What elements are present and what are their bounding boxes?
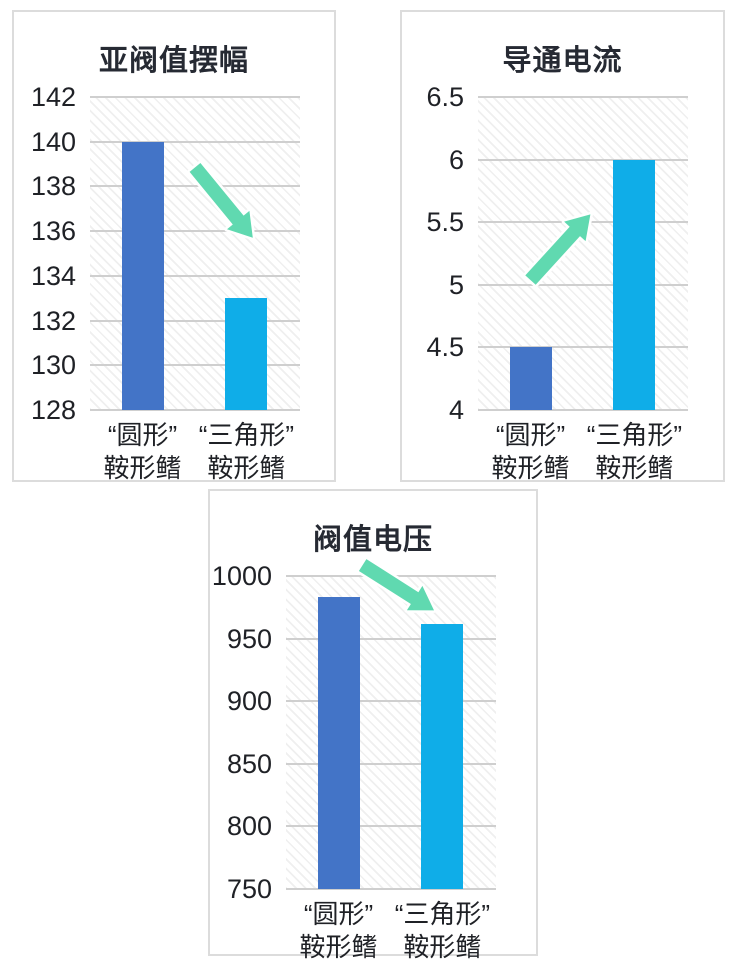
plot-area [478,96,688,411]
gridline [478,158,688,161]
x-category-line: 鞍形鳍 [491,453,570,483]
y-tick-label: 132 [30,305,76,336]
gridline [286,888,496,890]
gridline [478,221,688,224]
y-tick-label: 4 [448,395,464,425]
x-category-line: “三角形” [394,899,491,929]
gridline [478,283,688,286]
plot-area [286,575,496,890]
x-category-line: 鞍形鳍 [299,932,378,962]
chart-title: 导通电流 [502,45,623,77]
round-saddle-fin-bar [317,597,360,889]
y-tick-label: 6 [448,144,464,175]
y-tick-label: 5 [448,269,464,300]
triangle-saddle-fin-bar [225,298,268,410]
gridline [90,364,300,367]
round-saddle-fin-bar [509,347,552,410]
y-tick-label: 6.5 [426,82,464,112]
y-tick-label: 138 [30,171,76,202]
gridline [478,409,688,411]
x-category-line: “三角形” [586,420,683,450]
threshold-voltage-chart: 阀值电压 1000 950 900 850 800 750 “圆形” 鞍形鳍 “三角形” 鞍形鳍 [208,489,538,962]
gridline [90,140,300,143]
gridline [286,700,496,703]
y-tick-label: 128 [30,395,76,425]
gridline [90,274,300,277]
y-tick-label: 4.5 [426,332,464,363]
triangle-saddle-fin-bar [613,159,656,410]
y-tick-label: 850 [226,748,272,779]
x-category-line: “圆形” [495,420,566,450]
chart-title: 亚阀值摆幅 [98,45,249,77]
x-category-label: “三角形” 鞍形鳍 [180,419,312,485]
gridline [90,96,300,98]
y-tick-label: 136 [30,216,76,247]
y-tick-label: 134 [30,260,76,291]
x-category-line: “圆形” [107,420,178,450]
subthreshold-swing-chart: 亚阀值摆幅 142 140 138 136 134 132 130 128 “圆形” 鞍形鳍 “三角… [12,10,336,485]
x-category-label: “三角形” 鞍形鳍 [376,898,508,964]
y-tick-label: 1000 [211,561,272,591]
x-category-label: “圆形” 鞍形鳍 [273,898,405,964]
y-tick-label: 800 [226,811,272,842]
gridline [286,575,496,577]
gridline [478,96,688,98]
gridline [286,637,496,640]
x-category-line: 鞍形鳍 [595,453,674,483]
x-category-label: “三角形” 鞍形鳍 [568,419,700,485]
round-saddle-fin-bar [121,141,164,410]
y-tick-label: 950 [226,623,272,654]
gridline [90,409,300,411]
gridline [286,762,496,765]
gridline [90,319,300,322]
x-category-line: 鞍形鳍 [103,453,182,483]
y-tick-label: 5.5 [426,207,464,238]
triangle-saddle-fin-bar [421,623,464,889]
y-tick-label: 140 [30,126,76,157]
x-category-line: “圆形” [303,899,374,929]
x-category-label: “圆形” 鞍形鳍 [77,419,209,485]
x-category-line: 鞍形鳍 [403,932,482,962]
gridline [478,346,688,349]
y-tick-label: 142 [30,82,76,112]
x-category-line: “三角形” [198,420,295,450]
y-tick-label: 750 [226,874,272,904]
chart-title: 阀值电压 [312,524,433,556]
plot-area [90,96,300,411]
y-tick-label: 130 [30,350,76,381]
gridline [286,825,496,828]
y-tick-label: 900 [226,686,272,717]
on-current-chart: 导通电流 6.5 6 5.5 5 4.5 4 “圆形” 鞍形鳍 “三角形” 鞍形鳍 [400,10,725,485]
x-category-label: “圆形” 鞍形鳍 [465,419,597,485]
x-category-line: 鞍形鳍 [207,453,286,483]
